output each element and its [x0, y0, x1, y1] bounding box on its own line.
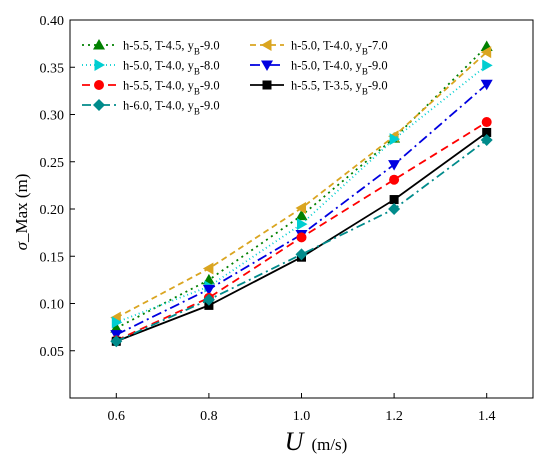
y-tick-label: 0.15	[40, 250, 65, 265]
y-tick-label: 0.30	[40, 109, 65, 124]
data-point	[389, 174, 400, 185]
legend-label-tail: -7.0	[368, 39, 388, 53]
legend-item: h-5.0, T-4.0, yB-9.0	[250, 59, 388, 77]
data-point	[202, 293, 215, 306]
data-point	[482, 127, 492, 137]
legend-marker	[261, 39, 272, 51]
legend: h-5.5, T-4.5, yB-9.0 h-5.0, T-4.0, yB-7.0…	[82, 39, 388, 117]
legend-marker	[93, 99, 105, 111]
x-axis: 0.6 0.8 1.0 1.2 1.4	[108, 393, 496, 424]
data-point	[295, 248, 308, 261]
legend-item: h-5.0, T-4.0, yB-7.0	[250, 39, 388, 57]
legend-label-main: h-5.5, T-4.0, y	[123, 79, 195, 93]
legend-label: h-5.5, T-4.0, yB-9.0	[123, 79, 220, 97]
y-tick-label: 0.20	[40, 203, 65, 218]
series	[110, 79, 493, 341]
legend-label-subscript: B	[362, 67, 368, 77]
data-point	[296, 232, 307, 243]
legend-label-subscript: B	[194, 67, 200, 77]
data-point	[297, 218, 308, 231]
series-layer	[110, 40, 493, 348]
data-point	[111, 316, 123, 329]
legend-marker	[94, 59, 105, 71]
legend-item: h-5.5, T-3.5, yB-9.0	[250, 79, 388, 97]
legend-label-main: h-5.0, T-4.0, y	[291, 59, 363, 73]
legend-label: h-5.0, T-4.0, yB-7.0	[291, 39, 388, 57]
legend-label-tail: -9.0	[368, 59, 388, 73]
legend-label-subscript: B	[194, 87, 200, 97]
data-point	[389, 133, 401, 146]
data-point	[482, 59, 493, 72]
y-axis-symbol: σ	[12, 241, 31, 250]
series-line	[115, 64, 488, 324]
legend-label-main: h-5.5, T-4.5, y	[123, 39, 195, 53]
data-point	[295, 202, 306, 215]
legend-item: h-6.0, T-4.0, yB-9.0	[82, 99, 220, 117]
legend-label-tail: -9.0	[200, 99, 220, 113]
y-tick-label: 0.10	[40, 298, 65, 313]
data-point	[481, 117, 492, 128]
y-tick-label: 0.05	[40, 345, 65, 360]
x-axis-symbol: U	[285, 427, 306, 456]
legend-label-subscript: B	[362, 47, 368, 57]
data-point	[202, 262, 214, 275]
series	[110, 134, 493, 348]
x-tick-label: 1.4	[478, 409, 496, 424]
legend-item: h-5.5, T-4.0, yB-9.0	[82, 79, 220, 97]
data-point	[389, 195, 399, 205]
legend-marker	[262, 80, 272, 90]
data-point	[295, 209, 308, 221]
data-point	[110, 322, 123, 333]
legend-label-main: h-5.0, T-4.0, y	[123, 59, 195, 73]
x-tick-label: 0.8	[200, 409, 218, 424]
legend-item: h-5.5, T-4.5, yB-9.0	[82, 39, 220, 57]
y-axis-rest: _Max (m)	[12, 174, 31, 243]
x-tick-label: 1.2	[385, 409, 403, 424]
data-point	[480, 134, 493, 147]
legend-label: h-5.5, T-4.5, yB-9.0	[123, 39, 220, 57]
data-point	[202, 284, 215, 296]
legend-marker	[261, 60, 273, 71]
legend-label-subscript: B	[194, 107, 200, 117]
legend-label: h-6.0, T-4.0, yB-9.0	[123, 99, 220, 117]
legend-label: h-5.5, T-3.5, yB-9.0	[291, 79, 388, 97]
legend-label-subscript: B	[362, 87, 368, 97]
y-axis-label: σ_Max (m)	[12, 174, 31, 251]
y-tick-label: 0.35	[40, 61, 65, 76]
legend-item: h-5.0, T-4.0, yB-8.0	[82, 59, 220, 77]
data-point	[480, 79, 493, 91]
y-tick-label: 0.25	[40, 156, 65, 171]
data-point	[110, 335, 123, 348]
x-axis-unit: (m/s)	[311, 435, 347, 454]
y-tick-label: 0.40	[40, 14, 65, 29]
series-line	[115, 83, 488, 336]
legend-label: h-5.0, T-4.0, yB-8.0	[123, 59, 220, 77]
legend-label-tail: -9.0	[200, 79, 220, 93]
legend-label-main: h-5.0, T-4.0, y	[291, 39, 363, 53]
legend-label: h-5.0, T-4.0, yB-9.0	[291, 59, 388, 77]
x-tick-label: 1.0	[293, 409, 311, 424]
legend-label-tail: -8.0	[200, 59, 220, 73]
legend-label-tail: -9.0	[200, 39, 220, 53]
y-axis: 0.05 0.10 0.15 0.20 0.25 0.30 0.35 0.40	[40, 14, 75, 360]
legend-label-subscript: B	[194, 47, 200, 57]
x-axis-label: U (m/s)	[285, 427, 348, 456]
x-tick-label: 0.6	[108, 409, 126, 424]
legend-marker	[94, 80, 104, 90]
legend-label-tail: -9.0	[368, 79, 388, 93]
legend-marker	[93, 39, 105, 50]
data-point	[388, 160, 401, 171]
legend-label-main: h-5.5, T-3.5, y	[291, 79, 363, 93]
legend-label-main: h-6.0, T-4.0, y	[123, 99, 195, 113]
data-point	[480, 46, 492, 59]
data-point	[388, 203, 401, 215]
